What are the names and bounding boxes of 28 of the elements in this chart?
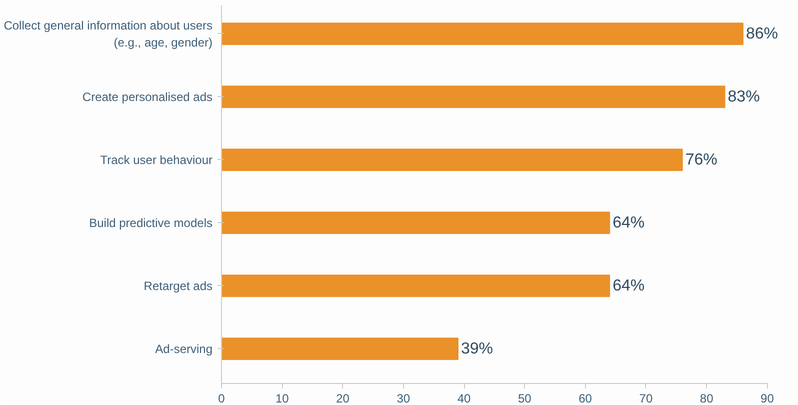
bar	[222, 274, 610, 298]
y-tick-label: Build predictive models	[89, 216, 213, 230]
x-tick-label: 80	[700, 392, 714, 405]
data-label: 76%	[685, 151, 718, 168]
data-label: 64%	[612, 214, 645, 232]
y-tick-label: Collect general information about users (e.g., age, gender)	[4, 18, 213, 50]
bar	[222, 148, 683, 172]
bar	[222, 212, 610, 234]
x-tick-label: 90	[760, 392, 774, 405]
bar	[222, 22, 744, 46]
x-tick-label: 0	[218, 392, 226, 405]
y-tick-label: Retarget ads	[144, 278, 213, 293]
y-tick-label: Create personalised ads	[82, 90, 212, 104]
x-tick-label: 10	[275, 392, 290, 405]
x-tick-label: 40	[457, 392, 472, 405]
data-label: 64%	[612, 277, 645, 294]
y-tick-label: Track user behaviour	[100, 152, 213, 167]
x-tick-label: 70	[639, 392, 653, 405]
x-tick-label: 30	[396, 392, 410, 405]
data-label: 39%	[460, 340, 494, 358]
data-label: 83%	[728, 88, 760, 106]
x-tick-label: 50	[518, 392, 532, 405]
data-label: 86%	[746, 25, 778, 42]
x-tick-label: 20	[336, 392, 350, 405]
bar	[222, 86, 726, 108]
x-tick-label: 60	[578, 392, 592, 405]
y-tick-label: Ad-serving	[155, 342, 212, 356]
bar	[222, 338, 458, 360]
